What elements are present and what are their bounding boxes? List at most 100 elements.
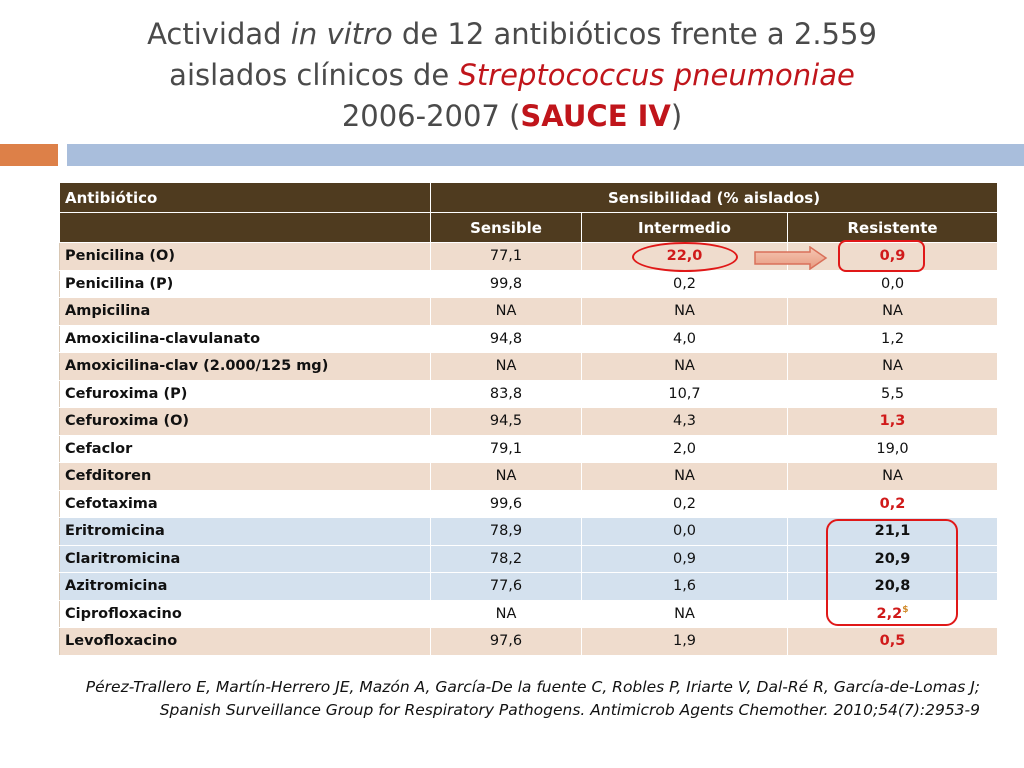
- cell-sensible: 97,6: [430, 627, 582, 656]
- cell-antibiotic: Cefuroxima (O): [59, 407, 431, 436]
- cell-intermedio-text: 0,9: [672, 550, 697, 567]
- header-intermedio: Intermedio: [581, 212, 788, 243]
- header-row: Antibiótico Sensibilidad (% aislados): [59, 182, 999, 213]
- title-text: 2006-2007 (: [341, 99, 521, 133]
- cell-intermedio-text: 10,7: [668, 385, 701, 402]
- cell-intermedio-text: 1,9: [672, 633, 697, 650]
- cell-resistente: 5,5: [786, 379, 999, 408]
- cell-intermedio: 10,7: [581, 379, 788, 408]
- cell-sensible: NA: [430, 462, 582, 491]
- cell-intermedio: 1,9: [581, 627, 788, 656]
- table-body: Penicilina (O) 77,1 22,0 0,9 Penicilina (P) 9…: [59, 242, 999, 656]
- cell-resistente-text: 0,5: [879, 633, 906, 650]
- cell-sensible-text: 94,8: [489, 330, 523, 347]
- cell-sensible-text: 77,1: [489, 248, 523, 265]
- citation: Pérez-Trallero E, Martín-Herrero JE, Maz…: [40, 676, 980, 722]
- cell-antibiotic-text: Claritromicina: [65, 550, 181, 567]
- cell-intermedio-text: NA: [674, 358, 695, 375]
- cell-antibiotic: Eritromicina: [59, 517, 431, 546]
- cell-resistente-text: 5,5: [880, 385, 905, 402]
- cell-sensible-text: NA: [495, 605, 517, 622]
- cell-resistente-text: 0,9: [879, 248, 906, 265]
- cell-resistente-text: NA: [882, 303, 903, 320]
- title-text: Actividad: [147, 17, 291, 51]
- cell-resistente-text: 21,1: [874, 523, 911, 540]
- subheader-row: Sensible Intermedio Resistente: [59, 212, 999, 243]
- cell-resistente-text: 1,2: [880, 330, 905, 347]
- cell-sensible-text: 99,8: [489, 275, 523, 292]
- cell-resistente: 1,2: [786, 324, 999, 353]
- cell-intermedio-text: 0,2: [672, 495, 697, 512]
- footnote-mark: $: [902, 605, 909, 616]
- title-study-name: SAUCE IV: [520, 99, 671, 133]
- cell-resistente-text: NA: [882, 468, 903, 485]
- cell-sensible: 77,1: [430, 242, 582, 271]
- table-row: Amoxicilina-clav (2.000/125 mg) NA NA NA: [59, 352, 999, 381]
- cell-resistente: 1,3: [786, 407, 999, 436]
- cell-resistente: 0,2: [786, 489, 999, 518]
- cell-antibiotic: Penicilina (P): [59, 269, 431, 298]
- cell-resistente: NA: [786, 462, 999, 491]
- cell-resistente-text: 2,2: [876, 606, 903, 623]
- cell-antibiotic: Cefotaxima: [59, 489, 431, 518]
- cell-intermedio-text: 4,3: [672, 413, 697, 430]
- cell-sensible: 94,8: [430, 324, 582, 353]
- cell-antibiotic-text: Penicilina (O): [65, 248, 175, 265]
- cell-resistente: 0,0: [786, 269, 999, 298]
- cell-sensible-text: 99,6: [489, 495, 523, 512]
- table-row: Cefuroxima (O) 94,5 4,3 1,3: [59, 407, 999, 436]
- header-antibiotic: Antibiótico: [59, 182, 431, 213]
- cell-sensible-text: NA: [495, 358, 517, 375]
- cell-resistente: 19,0: [786, 434, 999, 463]
- table-row: Ciprofloxacino NA NA 2,2$: [59, 599, 999, 628]
- table-header: Antibiótico Sensibilidad (% aislados) Se…: [59, 182, 999, 243]
- table-row: Amoxicilina-clavulanato 94,8 4,0 1,2: [59, 324, 999, 353]
- table-row: Cefaclor 79,1 2,0 19,0: [59, 434, 999, 463]
- title-text: aislados clínicos de: [169, 58, 459, 92]
- cell-antibiotic: Azitromicina: [59, 572, 431, 601]
- header-resistente: Resistente: [786, 212, 999, 243]
- cell-antibiotic: Ciprofloxacino: [59, 599, 431, 628]
- cell-intermedio-text: 0,2: [672, 275, 697, 292]
- cell-sensible: 99,8: [430, 269, 582, 298]
- cell-antibiotic: Cefditoren: [59, 462, 431, 491]
- title-line-3: 2006-2007 (SAUCE IV): [0, 96, 1024, 137]
- header-sensible: Sensible: [430, 212, 582, 243]
- cell-intermedio-text: 22,0: [666, 248, 703, 265]
- cell-intermedio: NA: [581, 462, 788, 491]
- cell-resistente-text: 0,0: [880, 275, 905, 292]
- cell-resistente-text: 20,8: [874, 578, 911, 595]
- cell-intermedio: 0,2: [581, 489, 788, 518]
- cell-sensible: NA: [430, 297, 582, 326]
- cell-intermedio-text: NA: [674, 303, 695, 320]
- cell-antibiotic-text: Ampicilina: [65, 303, 151, 320]
- citation-line-1: Pérez-Trallero E, Martín-Herrero JE, Maz…: [85, 678, 980, 696]
- cell-intermedio: 4,3: [581, 407, 788, 436]
- cell-antibiotic-text: Amoxicilina-clav (2.000/125 mg): [65, 358, 329, 375]
- cell-intermedio: NA: [581, 352, 788, 381]
- cell-sensible: 79,1: [430, 434, 582, 463]
- table-row: Cefuroxima (P) 83,8 10,7 5,5: [59, 379, 999, 408]
- cell-antibiotic: Cefaclor: [59, 434, 431, 463]
- cell-intermedio: 2,0: [581, 434, 788, 463]
- title-line-1: Actividad in vitro de 12 antibióticos fr…: [0, 14, 1024, 55]
- cell-intermedio-text: NA: [674, 605, 695, 622]
- citation-line-2: Spanish Surveillance Group for Respirato…: [159, 701, 980, 719]
- cell-intermedio-text: NA: [674, 468, 695, 485]
- cell-resistente-text: 0,2: [879, 495, 906, 512]
- title-text-italic: in vitro: [290, 17, 393, 51]
- cell-resistente: 2,2$: [786, 599, 999, 628]
- cell-antibiotic-text: Levofloxacino: [65, 633, 178, 650]
- cell-sensible: 94,5: [430, 407, 582, 436]
- title-text: ): [670, 99, 683, 133]
- cell-antibiotic-text: Eritromicina: [65, 523, 165, 540]
- cell-sensible: 78,9: [430, 517, 582, 546]
- cell-resistente: NA: [786, 352, 999, 381]
- cell-sensible: 83,8: [430, 379, 582, 408]
- cell-intermedio-text: 1,6: [672, 578, 697, 595]
- cell-antibiotic: Ampicilina: [59, 297, 431, 326]
- title-text: de 12 antibióticos frente a 2.559: [392, 17, 877, 51]
- table-row: Levofloxacino 97,6 1,9 0,5: [59, 627, 999, 656]
- table-row: Eritromicina 78,9 0,0 21,1: [59, 517, 999, 546]
- cell-antibiotic-text: Cefaclor: [65, 440, 133, 457]
